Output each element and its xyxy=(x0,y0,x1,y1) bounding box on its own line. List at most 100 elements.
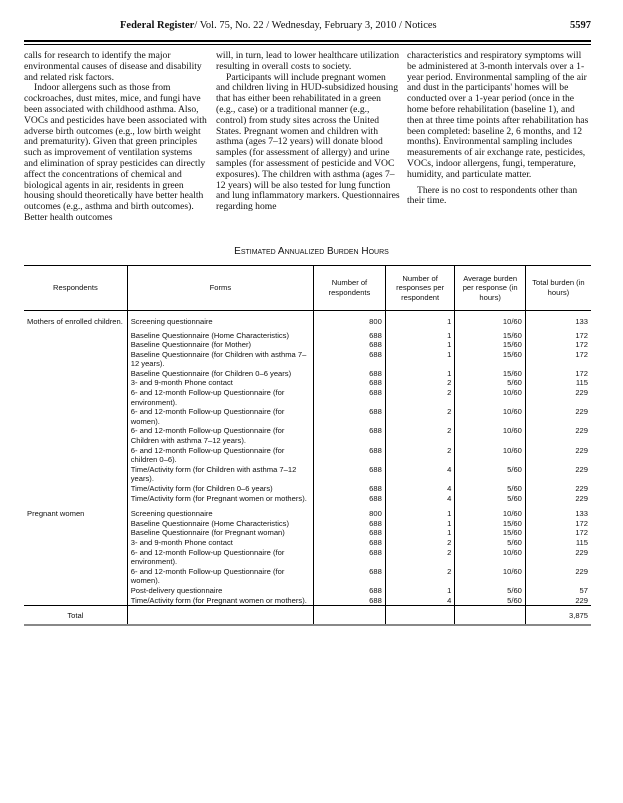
responses-cell: 2 xyxy=(384,547,455,567)
respondents-cell: 688 xyxy=(313,388,386,408)
total-cell: 229 xyxy=(524,547,591,567)
respondent-cell: Mothers of enrolled children. xyxy=(27,317,123,326)
respondents-cell: 688 xyxy=(313,340,386,350)
responses-cell: 1 xyxy=(384,349,455,369)
form-cell: 6- and 12-month Follow-up Questionnaire … xyxy=(126,445,314,465)
table-row: 3- and 9-month Phone contact 688 2 5/60 115 xyxy=(24,537,591,548)
header-title: Federal Register/ Vol. 75, No. 22 / Wedn… xyxy=(120,20,437,31)
respondent-cell xyxy=(24,586,127,596)
respondents-cell: 688 xyxy=(313,464,386,484)
form-cell: 6- and 12-month Follow-up Questionnaire … xyxy=(126,426,314,446)
respondents-cell: 688 xyxy=(313,484,386,494)
respondent-cell xyxy=(24,538,127,548)
table-row: 6- and 12-month Follow-up Questionnaire … xyxy=(24,566,591,586)
burden-cell: 10/60 xyxy=(454,426,526,446)
respondent-cell xyxy=(24,465,127,484)
form-cell: 6- and 12-month Follow-up Questionnaire … xyxy=(126,547,314,567)
burden-cell: 10/60 xyxy=(454,407,526,427)
burden-cell: 15/60 xyxy=(454,528,526,538)
form-cell: 3- and 9-month Phone contact xyxy=(126,378,314,389)
respondents-cell: 688 xyxy=(313,585,386,596)
burden-cell: 10/60 xyxy=(454,310,526,331)
form-cell: 6- and 12-month Follow-up Questionnaire … xyxy=(126,407,314,427)
respondents-cell: 688 xyxy=(313,330,386,341)
responses-cell: 4 xyxy=(384,595,455,606)
burden-cell: 5/60 xyxy=(454,378,526,389)
form-cell: Baseline Questionnaire (for Pregnant wom… xyxy=(126,528,314,538)
paragraph: Indoor allergens such as those from cock… xyxy=(24,82,207,223)
table-row: Baseline Questionnaire (for Pregnant wom… xyxy=(24,528,591,538)
running-header: Federal Register/ Vol. 75, No. 22 / Wedn… xyxy=(24,20,591,34)
total-cell: 172 xyxy=(524,518,591,529)
respondent-cell xyxy=(24,331,127,341)
burden-cell: 15/60 xyxy=(454,518,526,529)
respondents-cell: 800 xyxy=(313,503,386,519)
responses-cell: 2 xyxy=(384,537,455,548)
total-cell: 229 xyxy=(524,388,591,408)
paragraph: There is no cost to respondents other th… xyxy=(407,184,578,207)
burden-cell: 10/60 xyxy=(454,388,526,408)
table-row: Time/Activity form (for Pregnant women o… xyxy=(24,493,591,504)
total-cell: 172 xyxy=(524,340,591,350)
responses-cell: 4 xyxy=(384,464,455,484)
table-title: Estimated Annualized Burden Hours xyxy=(234,246,389,257)
burden-cell: 5/60 xyxy=(454,585,526,596)
burden-cell: 15/60 xyxy=(454,340,526,350)
table-row: 6- and 12-month Follow-up Questionnaire … xyxy=(24,388,591,408)
table-row: Post-delivery questionnaire 688 1 5/60 57 xyxy=(24,585,591,596)
total-cell: 229 xyxy=(524,464,591,484)
respondent-cell xyxy=(24,350,127,369)
respondents-cell: 800 xyxy=(313,310,386,331)
text-column-3: characteristics and respiratory symptoms… xyxy=(407,50,591,207)
table-header-row: Respondents Forms Number of respondents Num… xyxy=(24,265,591,311)
respondent-cell xyxy=(24,446,127,465)
form-cell: Baseline Questionnaire (for Children 0–6… xyxy=(126,368,314,379)
responses-cell: 1 xyxy=(384,585,455,596)
form-cell: Time/Activity form (for Pregnant women o… xyxy=(126,493,314,504)
burden-cell: 10/60 xyxy=(454,445,526,465)
table-row: 6- and 12-month Follow-up Questionnaire … xyxy=(24,445,591,465)
total-cell: 172 xyxy=(524,349,591,369)
total-cell: 172 xyxy=(524,528,591,538)
total-value: 3,875 xyxy=(524,605,591,626)
column-header: Number of responses per respondent xyxy=(384,265,455,311)
total-cell: 229 xyxy=(524,493,591,504)
respondents-cell: 688 xyxy=(313,547,386,567)
total-cell: 172 xyxy=(524,330,591,341)
total-cell: 229 xyxy=(524,445,591,465)
respondent-cell xyxy=(24,340,127,350)
total-cell: 133 xyxy=(524,310,591,331)
respondents-cell: 688 xyxy=(313,528,386,538)
responses-cell: 4 xyxy=(384,484,455,494)
burden-cell: 5/60 xyxy=(454,484,526,494)
respondents-cell: 688 xyxy=(313,426,386,446)
column-header: Average burden per response (in hours) xyxy=(454,265,526,311)
form-cell: Baseline Questionnaire (for Mother) xyxy=(126,340,314,350)
total-label: Total xyxy=(24,605,128,626)
responses-cell: 2 xyxy=(384,566,455,586)
total-cell: 115 xyxy=(524,378,591,389)
respondent-cell xyxy=(24,484,127,494)
form-cell: 6- and 12-month Follow-up Questionnaire … xyxy=(126,566,314,586)
empty-cell xyxy=(126,605,314,626)
header-rule-thin xyxy=(24,44,591,45)
respondent-cell xyxy=(24,596,127,606)
form-cell: 3- and 9-month Phone contact xyxy=(126,537,314,548)
publication-name: Federal Register xyxy=(120,20,195,31)
responses-cell: 2 xyxy=(384,378,455,389)
respondent-cell xyxy=(24,567,127,586)
text-column-1: calls for research to identify the major… xyxy=(24,50,208,224)
respondent-cell xyxy=(24,426,127,445)
responses-cell: 2 xyxy=(384,388,455,408)
responses-cell: 1 xyxy=(384,368,455,379)
respondent-cell xyxy=(24,378,127,388)
burden-cell: 15/60 xyxy=(454,368,526,379)
form-cell: Baseline Questionnaire (for Children wit… xyxy=(126,349,314,369)
form-cell: Time/Activity form (for Children with as… xyxy=(126,464,314,484)
table-row: Mothers of enrolled children. Screening q… xyxy=(24,310,591,331)
respondents-cell: 688 xyxy=(313,378,386,389)
burden-cell: 5/60 xyxy=(454,493,526,504)
empty-cell xyxy=(313,605,386,626)
responses-cell: 1 xyxy=(384,528,455,538)
table-row: Baseline Questionnaire (Home Characteris… xyxy=(24,518,591,529)
